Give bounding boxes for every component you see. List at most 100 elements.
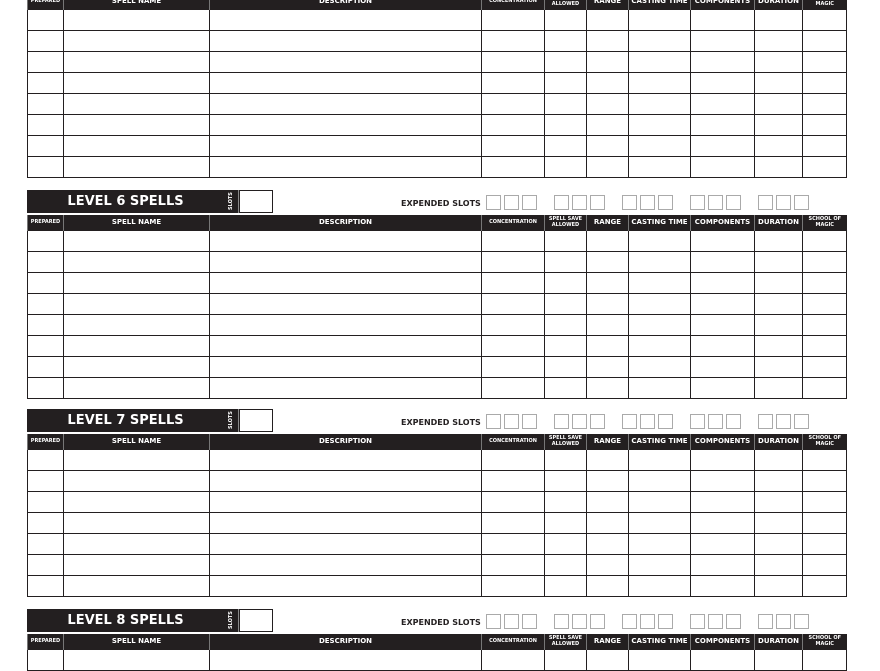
table-cell[interactable]	[481, 490, 545, 513]
expended-slot-checkbox[interactable]	[522, 414, 537, 429]
table-cell[interactable]	[628, 553, 691, 576]
table-cell[interactable]	[544, 511, 587, 534]
expended-slot-checkbox[interactable]	[776, 614, 791, 629]
table-cell[interactable]	[690, 334, 755, 357]
table-cell[interactable]	[544, 8, 587, 31]
table-cell[interactable]	[754, 355, 803, 378]
expended-slot-checkbox[interactable]	[794, 614, 809, 629]
expended-slot-checkbox[interactable]	[758, 414, 773, 429]
table-cell[interactable]	[628, 92, 691, 115]
expended-slot-checkbox[interactable]	[640, 195, 655, 210]
expended-slot-checkbox[interactable]	[690, 614, 705, 629]
table-cell[interactable]	[586, 8, 629, 31]
table-cell[interactable]	[544, 574, 587, 597]
expended-slot-checkbox[interactable]	[486, 414, 501, 429]
table-cell[interactable]	[63, 8, 210, 31]
table-cell[interactable]	[481, 532, 545, 555]
table-cell[interactable]	[690, 113, 755, 136]
table-cell[interactable]	[690, 155, 755, 178]
table-cell[interactable]	[628, 271, 691, 294]
table-cell[interactable]	[27, 469, 64, 492]
table-cell[interactable]	[27, 8, 64, 31]
table-cell[interactable]	[690, 448, 755, 471]
table-cell[interactable]	[690, 71, 755, 94]
expended-slot-checkbox[interactable]	[504, 195, 519, 210]
table-cell[interactable]	[754, 250, 803, 273]
table-cell[interactable]	[802, 292, 847, 315]
table-cell[interactable]	[481, 355, 545, 378]
table-cell[interactable]	[209, 292, 482, 315]
table-cell[interactable]	[802, 313, 847, 336]
table-cell[interactable]	[802, 376, 847, 399]
expended-slot-checkbox[interactable]	[522, 195, 537, 210]
table-cell[interactable]	[754, 376, 803, 399]
table-cell[interactable]	[481, 250, 545, 273]
table-cell[interactable]	[27, 292, 64, 315]
table-cell[interactable]	[754, 574, 803, 597]
table-cell[interactable]	[802, 469, 847, 492]
table-cell[interactable]	[544, 448, 587, 471]
table-cell[interactable]	[754, 229, 803, 252]
table-cell[interactable]	[586, 29, 629, 52]
table-cell[interactable]	[63, 113, 210, 136]
table-cell[interactable]	[27, 532, 64, 555]
table-cell[interactable]	[690, 92, 755, 115]
table-cell[interactable]	[690, 553, 755, 576]
table-cell[interactable]	[586, 574, 629, 597]
table-cell[interactable]	[544, 113, 587, 136]
table-cell[interactable]	[209, 229, 482, 252]
expended-slot-checkbox[interactable]	[590, 195, 605, 210]
table-cell[interactable]	[586, 250, 629, 273]
table-cell[interactable]	[481, 448, 545, 471]
table-cell[interactable]	[63, 532, 210, 555]
expended-slot-checkbox[interactable]	[622, 414, 637, 429]
table-cell[interactable]	[481, 134, 545, 157]
table-cell[interactable]	[481, 292, 545, 315]
table-cell[interactable]	[754, 313, 803, 336]
table-cell[interactable]	[628, 229, 691, 252]
table-cell[interactable]	[544, 313, 587, 336]
table-cell[interactable]	[586, 134, 629, 157]
expended-slot-checkbox[interactable]	[758, 195, 773, 210]
expended-slot-checkbox[interactable]	[554, 614, 569, 629]
table-cell[interactable]	[209, 448, 482, 471]
expended-slot-checkbox[interactable]	[658, 614, 673, 629]
table-cell[interactable]	[27, 490, 64, 513]
table-cell[interactable]	[754, 134, 803, 157]
table-cell[interactable]	[802, 511, 847, 534]
table-cell[interactable]	[628, 50, 691, 73]
table-cell[interactable]	[209, 313, 482, 336]
table-cell[interactable]	[209, 8, 482, 31]
table-cell[interactable]	[628, 490, 691, 513]
expended-slot-checkbox[interactable]	[572, 614, 587, 629]
table-cell[interactable]	[63, 448, 210, 471]
table-cell[interactable]	[802, 490, 847, 513]
table-cell[interactable]	[754, 29, 803, 52]
table-cell[interactable]	[802, 92, 847, 115]
table-cell[interactable]	[628, 250, 691, 273]
expended-slot-checkbox[interactable]	[726, 614, 741, 629]
table-cell[interactable]	[27, 355, 64, 378]
table-cell[interactable]	[586, 355, 629, 378]
table-cell[interactable]	[63, 574, 210, 597]
table-cell[interactable]	[27, 250, 64, 273]
table-cell[interactable]	[209, 250, 482, 273]
table-cell[interactable]	[754, 511, 803, 534]
table-cell[interactable]	[209, 29, 482, 52]
table-cell[interactable]	[481, 50, 545, 73]
table-cell[interactable]	[754, 532, 803, 555]
table-cell[interactable]	[628, 355, 691, 378]
table-cell[interactable]	[802, 8, 847, 31]
table-cell[interactable]	[586, 532, 629, 555]
table-cell[interactable]	[628, 448, 691, 471]
table-cell[interactable]	[690, 376, 755, 399]
table-cell[interactable]	[63, 355, 210, 378]
table-cell[interactable]	[63, 50, 210, 73]
table-cell[interactable]	[802, 553, 847, 576]
table-cell[interactable]	[209, 532, 482, 555]
table-cell[interactable]	[63, 92, 210, 115]
expended-slot-checkbox[interactable]	[554, 195, 569, 210]
table-cell[interactable]	[27, 553, 64, 576]
table-cell[interactable]	[63, 271, 210, 294]
table-cell[interactable]	[481, 229, 545, 252]
